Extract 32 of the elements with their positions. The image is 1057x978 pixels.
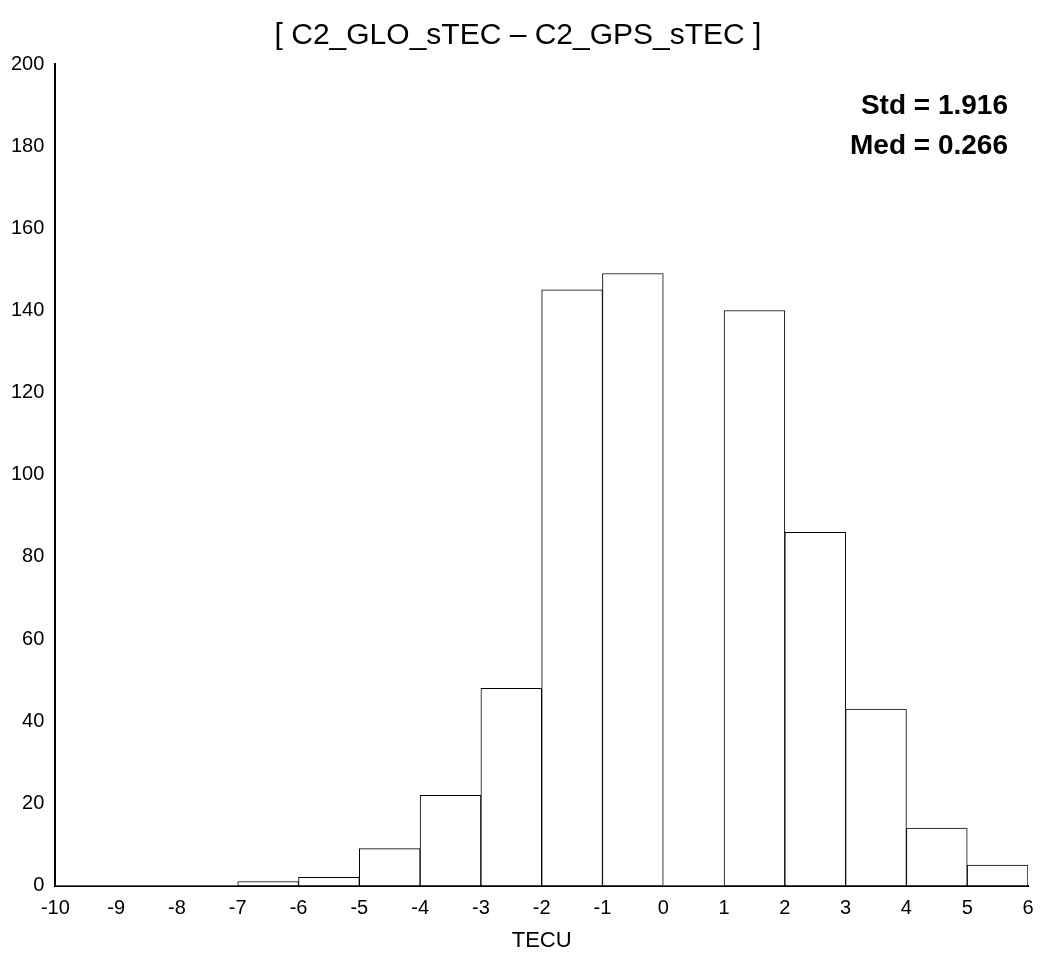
y-tick-label: 120 [10, 380, 45, 403]
y-tick-label: 200 [10, 51, 45, 74]
x-tick-label: 2 [779, 896, 791, 919]
x-tick-label: 1 [718, 896, 730, 919]
x-tick-label: -7 [228, 896, 247, 919]
x-tick-label: -6 [289, 896, 308, 919]
y-tick-label: 80 [22, 544, 45, 567]
y-tick-label: 180 [10, 133, 45, 156]
y-tick-label: 20 [22, 790, 45, 813]
x-tick-label: -1 [593, 896, 612, 919]
x-tick-label: 5 [961, 896, 973, 919]
x-tick-label: -2 [532, 896, 551, 919]
x-tick-label: 4 [900, 896, 912, 919]
y-tick-label: 60 [22, 626, 45, 649]
x-tick-label: -4 [411, 896, 429, 919]
x-axis-title: TECU [511, 926, 572, 952]
y-tick-label: 160 [10, 215, 45, 238]
chart-title: [ C2_GLO_sTEC – C2_GPS_sTEC ] [274, 17, 762, 51]
annotation: Std = 1.916 [860, 89, 1008, 120]
x-tick-label: -9 [107, 896, 126, 919]
x-tick-label: 3 [840, 896, 852, 919]
y-tick-label: 40 [22, 708, 45, 731]
x-tick-label: -10 [40, 896, 70, 919]
x-tick-label: 6 [1022, 896, 1034, 919]
y-tick-label: 100 [10, 462, 45, 485]
annotation: Med = 0.266 [850, 129, 1008, 160]
x-tick-label: -5 [350, 896, 369, 919]
x-tick-label: 0 [657, 896, 669, 919]
y-tick-label: 140 [10, 298, 45, 320]
x-tick-label: -3 [472, 896, 490, 919]
x-tick-label: -8 [168, 896, 186, 919]
y-tick-label: 0 [33, 873, 45, 896]
